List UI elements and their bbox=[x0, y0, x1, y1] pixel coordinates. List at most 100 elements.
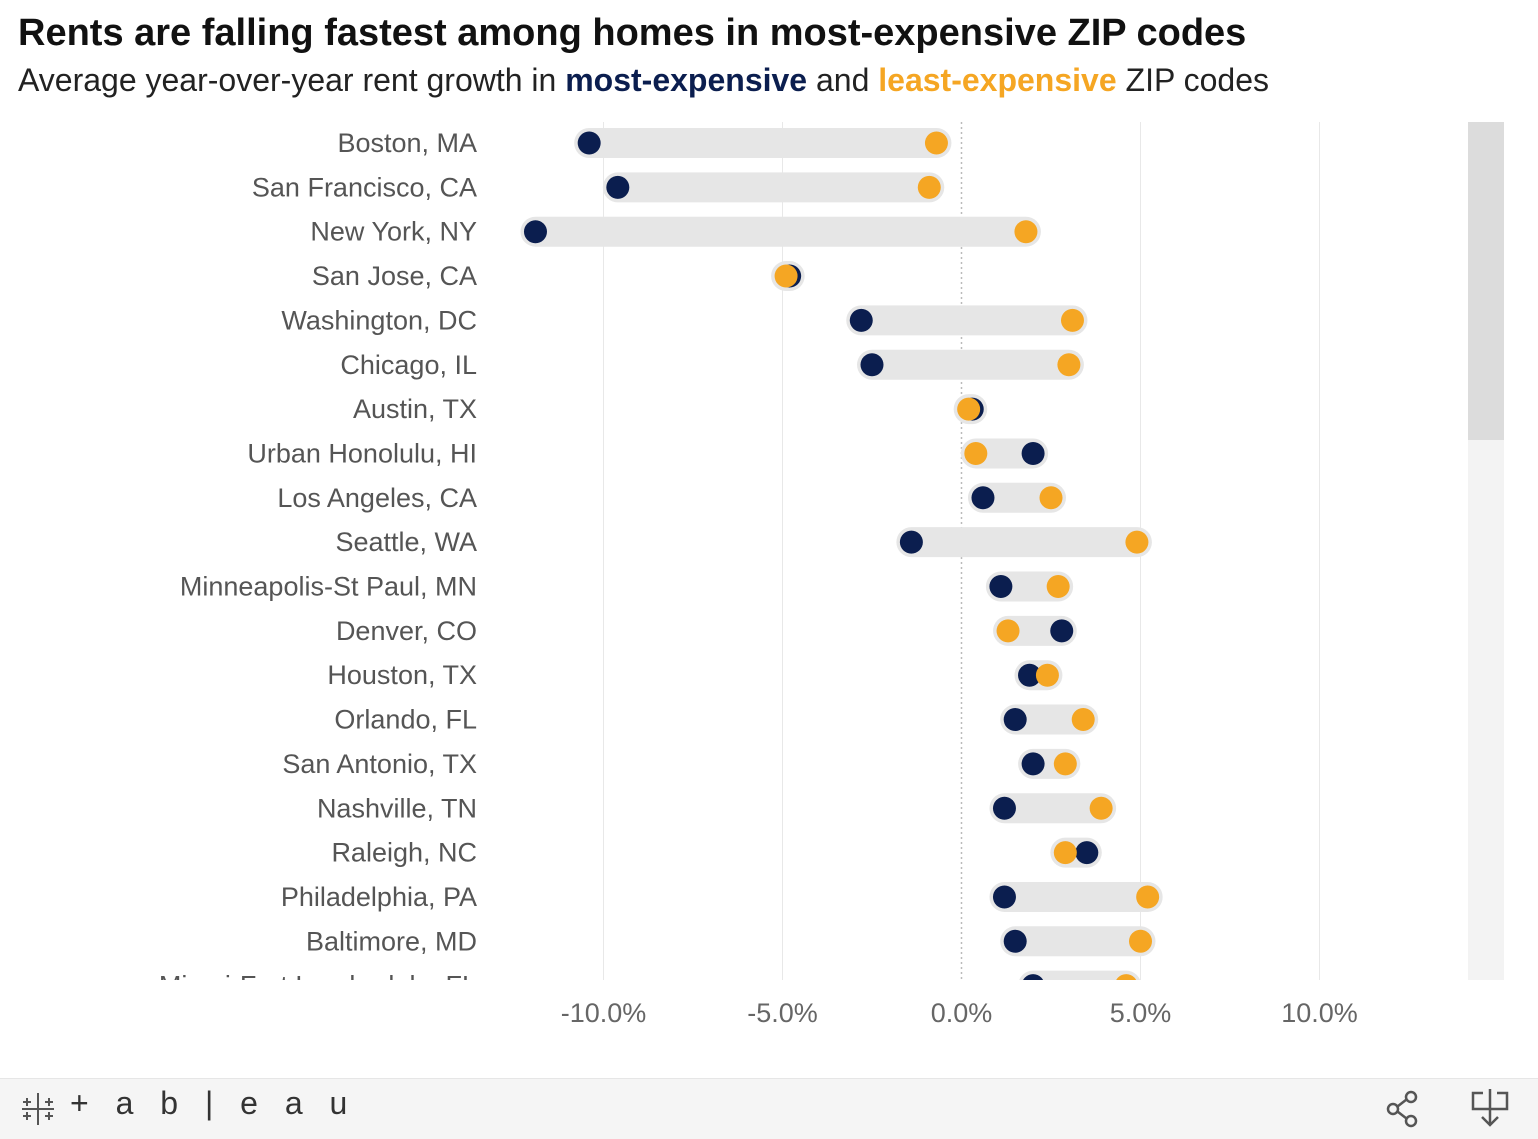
least-expensive-point[interactable] bbox=[774, 264, 798, 288]
category-label: Chicago, IL bbox=[340, 350, 477, 380]
x-tick-label: 0.0% bbox=[931, 998, 993, 1028]
least-expensive-point[interactable] bbox=[1053, 841, 1077, 865]
category-label: Denver, CO bbox=[336, 616, 477, 646]
least-expensive-point[interactable] bbox=[964, 441, 988, 465]
least-expensive-point[interactable] bbox=[1125, 530, 1149, 554]
most-expensive-point[interactable] bbox=[989, 575, 1013, 598]
least-expensive-point[interactable] bbox=[1129, 929, 1152, 953]
category-label: New York, NY bbox=[310, 217, 477, 247]
least-expensive-point[interactable] bbox=[1046, 575, 1070, 598]
chart-row[interactable]: Austin, TX bbox=[353, 394, 988, 425]
category-label: Boston, MA bbox=[337, 128, 477, 158]
subtitle-prefix: Average year-over-year rent growth in bbox=[18, 62, 566, 98]
least-expensive-point[interactable] bbox=[996, 619, 1020, 643]
category-label: San Jose, CA bbox=[312, 261, 477, 291]
tableau-wordmark[interactable]: + a b | e a u bbox=[70, 1085, 357, 1121]
category-label: Philadelphia, PA bbox=[281, 882, 477, 912]
x-tick-label: -10.0% bbox=[561, 998, 647, 1028]
tableau-logo-icon[interactable] bbox=[18, 1089, 58, 1129]
least-expensive-point[interactable] bbox=[924, 131, 948, 155]
dumbbell-chart: Boston, MA San Francisco, CA New York, NY S… bbox=[159, 122, 1358, 1028]
category-label: Houston, TX bbox=[327, 660, 477, 690]
category-label: Seattle, WA bbox=[335, 527, 477, 557]
chart-row[interactable]: Minneapolis-St Paul, MN bbox=[180, 571, 1074, 602]
least-expensive-point[interactable] bbox=[1035, 663, 1059, 687]
most-expensive-point[interactable] bbox=[1018, 663, 1042, 687]
least-expensive-point[interactable] bbox=[1039, 486, 1063, 510]
x-tick-label: 5.0% bbox=[1110, 998, 1172, 1028]
scrollbar-thumb[interactable] bbox=[1468, 122, 1504, 440]
chart-row[interactable]: Seattle, WA bbox=[335, 527, 1152, 558]
category-label: San Antonio, TX bbox=[282, 749, 477, 779]
chart-row[interactable]: Baltimore, MD bbox=[306, 926, 1156, 957]
category-label: Minneapolis-St Paul, MN bbox=[180, 572, 477, 602]
chart-row[interactable]: New York, NY bbox=[310, 216, 1041, 247]
most-expensive-point[interactable] bbox=[849, 308, 873, 332]
category-label: Austin, TX bbox=[353, 394, 477, 424]
category-label: Washington, DC bbox=[281, 305, 477, 335]
most-expensive-point[interactable] bbox=[860, 353, 884, 377]
least-expensive-point[interactable] bbox=[1071, 708, 1095, 732]
most-expensive-point[interactable] bbox=[606, 175, 630, 199]
download-icon[interactable] bbox=[1470, 1087, 1510, 1131]
least-expensive-point[interactable] bbox=[917, 175, 941, 199]
subtitle-suffix: ZIP codes bbox=[1116, 62, 1269, 98]
chart-row[interactable]: Washington, DC bbox=[281, 305, 1088, 336]
x-tick-label: -5.0% bbox=[747, 998, 818, 1028]
least-expensive-point[interactable] bbox=[1053, 752, 1077, 776]
least-expensive-point[interactable] bbox=[1115, 974, 1138, 997]
subtitle-most-expensive: most-expensive bbox=[565, 62, 808, 98]
chart-row[interactable]: Orlando, FL bbox=[334, 704, 1099, 735]
least-expensive-point[interactable] bbox=[1060, 308, 1084, 332]
most-expensive-point[interactable] bbox=[992, 796, 1016, 820]
most-expensive-point[interactable] bbox=[1075, 841, 1099, 865]
tableau-footer: + a b | e a u bbox=[0, 1078, 1538, 1139]
category-label: Raleigh, NC bbox=[331, 838, 477, 868]
least-expensive-point[interactable] bbox=[957, 397, 981, 421]
most-expensive-point[interactable] bbox=[1021, 441, 1045, 465]
most-expensive-point[interactable] bbox=[992, 885, 1016, 909]
chart-row[interactable]: Philadelphia, PA bbox=[281, 881, 1163, 912]
chart-row[interactable]: Miami-Fort Lauderdale, FL bbox=[159, 970, 1140, 1001]
least-expensive-point[interactable] bbox=[1089, 796, 1113, 820]
vertical-scrollbar[interactable] bbox=[1468, 122, 1504, 980]
chart-row[interactable]: Houston, TX bbox=[327, 660, 1063, 691]
most-expensive-point[interactable] bbox=[1003, 929, 1027, 953]
most-expensive-point[interactable] bbox=[1022, 974, 1045, 997]
most-expensive-point[interactable] bbox=[1021, 752, 1045, 776]
chart-row[interactable]: Raleigh, NC bbox=[331, 837, 1102, 868]
chart-row[interactable]: San Francisco, CA bbox=[252, 172, 945, 203]
most-expensive-point[interactable] bbox=[523, 220, 547, 244]
chart-row[interactable]: Boston, MA bbox=[337, 128, 952, 158]
most-expensive-point[interactable] bbox=[1050, 619, 1074, 643]
category-label: Nashville, TN bbox=[317, 793, 477, 823]
category-label: San Francisco, CA bbox=[252, 172, 477, 202]
subtitle-middle: and bbox=[807, 62, 879, 98]
chart-title: Rents are falling fastest among homes in… bbox=[18, 12, 1247, 54]
chart-row[interactable]: San Antonio, TX bbox=[282, 748, 1081, 779]
chart-row[interactable]: San Jose, CA bbox=[312, 261, 805, 292]
most-expensive-point[interactable] bbox=[1003, 708, 1027, 732]
category-label: Los Angeles, CA bbox=[277, 483, 477, 513]
least-expensive-point[interactable] bbox=[1057, 353, 1081, 377]
most-expensive-point[interactable] bbox=[577, 131, 601, 155]
least-expensive-point[interactable] bbox=[1014, 220, 1038, 244]
chart-subtitle: Average year-over-year rent growth in mo… bbox=[18, 62, 1269, 99]
category-label: Miami-Fort Lauderdale, FL bbox=[159, 971, 477, 1001]
most-expensive-point[interactable] bbox=[971, 486, 995, 510]
chart-row[interactable]: Nashville, TN bbox=[317, 793, 1117, 824]
x-tick-label: 10.0% bbox=[1281, 998, 1358, 1028]
rows-layer: Boston, MA San Francisco, CA New York, NY S… bbox=[159, 128, 1163, 1001]
category-label: Urban Honolulu, HI bbox=[247, 438, 477, 468]
x-axis: -10.0% -5.0% 0.0% 5.0% 10.0% bbox=[561, 998, 1358, 1028]
chart-row[interactable]: Urban Honolulu, HI bbox=[247, 438, 1049, 469]
most-expensive-point[interactable] bbox=[899, 530, 923, 554]
category-label: Baltimore, MD bbox=[306, 926, 477, 956]
share-icon[interactable] bbox=[1384, 1089, 1420, 1129]
chart-row[interactable]: Denver, CO bbox=[336, 615, 1077, 646]
chart-row[interactable]: Chicago, IL bbox=[340, 349, 1084, 380]
least-expensive-point[interactable] bbox=[1136, 885, 1160, 909]
subtitle-least-expensive: least-expensive bbox=[878, 62, 1117, 98]
category-label: Orlando, FL bbox=[334, 705, 477, 735]
chart-row[interactable]: Los Angeles, CA bbox=[277, 482, 1066, 513]
